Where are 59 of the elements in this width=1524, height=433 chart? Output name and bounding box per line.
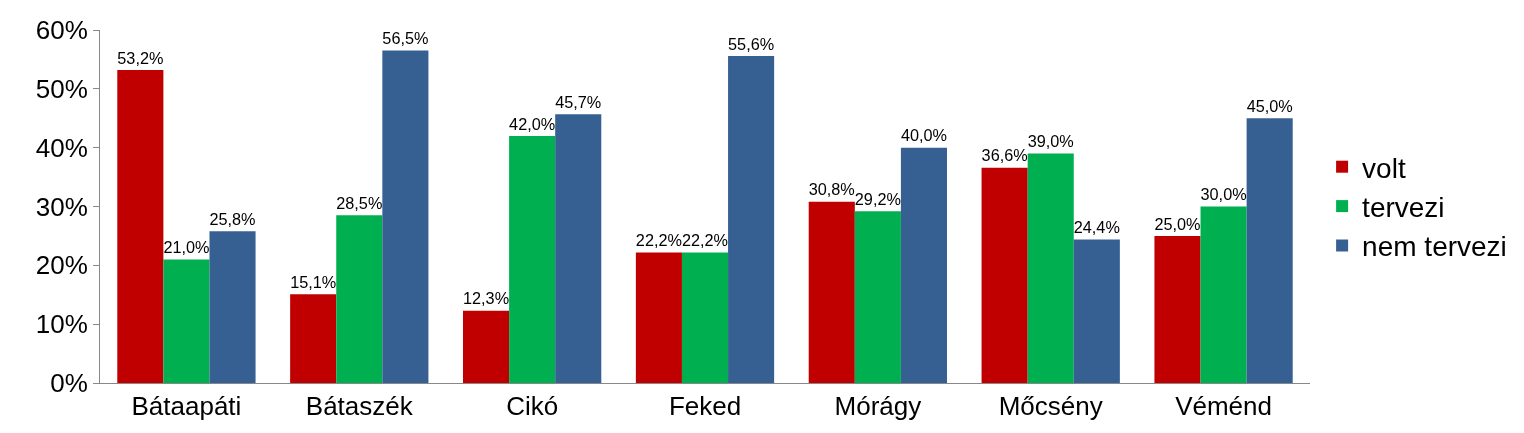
data-label: 36,6% [981,146,1028,165]
bar [981,167,1028,383]
data-label: 25,8% [209,209,256,228]
bar [382,50,429,383]
bar [728,55,775,383]
legend-label: volt [1362,152,1406,184]
bar [1154,235,1201,383]
legend-label: nem tervezi [1362,231,1507,263]
data-label: 21,0% [163,238,210,257]
x-tick-label: Bátaapáti [131,391,242,422]
bar [555,114,602,383]
x-tick-label: Véménd [1175,391,1272,422]
data-label: 45,0% [1246,96,1293,115]
legend-label: tervezi [1362,192,1445,224]
data-label: 12,3% [463,289,510,308]
y-tick-label: 20% [35,250,88,281]
data-label: 40,0% [900,126,947,145]
x-tick-label: Feked [668,391,742,422]
data-label: 53,2% [117,48,164,67]
x-tick-label: Mórágy [834,391,922,422]
data-label: 42,0% [509,114,556,133]
y-tick-label: 50% [35,73,88,104]
bar [854,211,901,383]
data-label: 29,2% [854,189,901,208]
data-label: 28,5% [336,193,383,212]
bar [1027,153,1074,383]
bar [209,231,256,383]
y-tick-label: 40% [35,132,88,163]
bar [900,147,947,383]
bar [808,201,855,383]
bar [290,294,337,383]
data-label: 22,2% [681,231,729,249]
data-label: 22,2% [635,231,682,249]
y-tick-label: 10% [35,309,88,340]
bar [635,252,682,383]
data-label: 30,0% [1200,185,1247,204]
y-tick-label: 30% [35,191,88,222]
x-tick-label: Mőcsény [998,391,1103,422]
y-tick-label: 60% [35,15,88,46]
data-label: 25,0% [1154,214,1201,233]
x-tick-label: Bátaszék [305,391,414,422]
data-label: 55,6% [728,34,775,53]
bar [163,259,210,383]
bar [336,215,383,383]
x-tick-label: Cikó [506,391,559,422]
y-tick-label: 0% [50,368,88,399]
bar [681,252,729,383]
data-label: 56,5% [382,29,429,48]
bar [463,310,510,383]
bar [1200,206,1247,383]
bar [1246,118,1293,383]
data-label: 24,4% [1073,218,1120,237]
bar [509,135,556,383]
bar [117,70,164,383]
data-label: 15,1% [290,272,337,291]
data-label: 39,0% [1027,132,1074,151]
bar [1073,239,1120,383]
data-label: 30,8% [808,180,855,199]
data-label: 45,7% [555,92,602,111]
